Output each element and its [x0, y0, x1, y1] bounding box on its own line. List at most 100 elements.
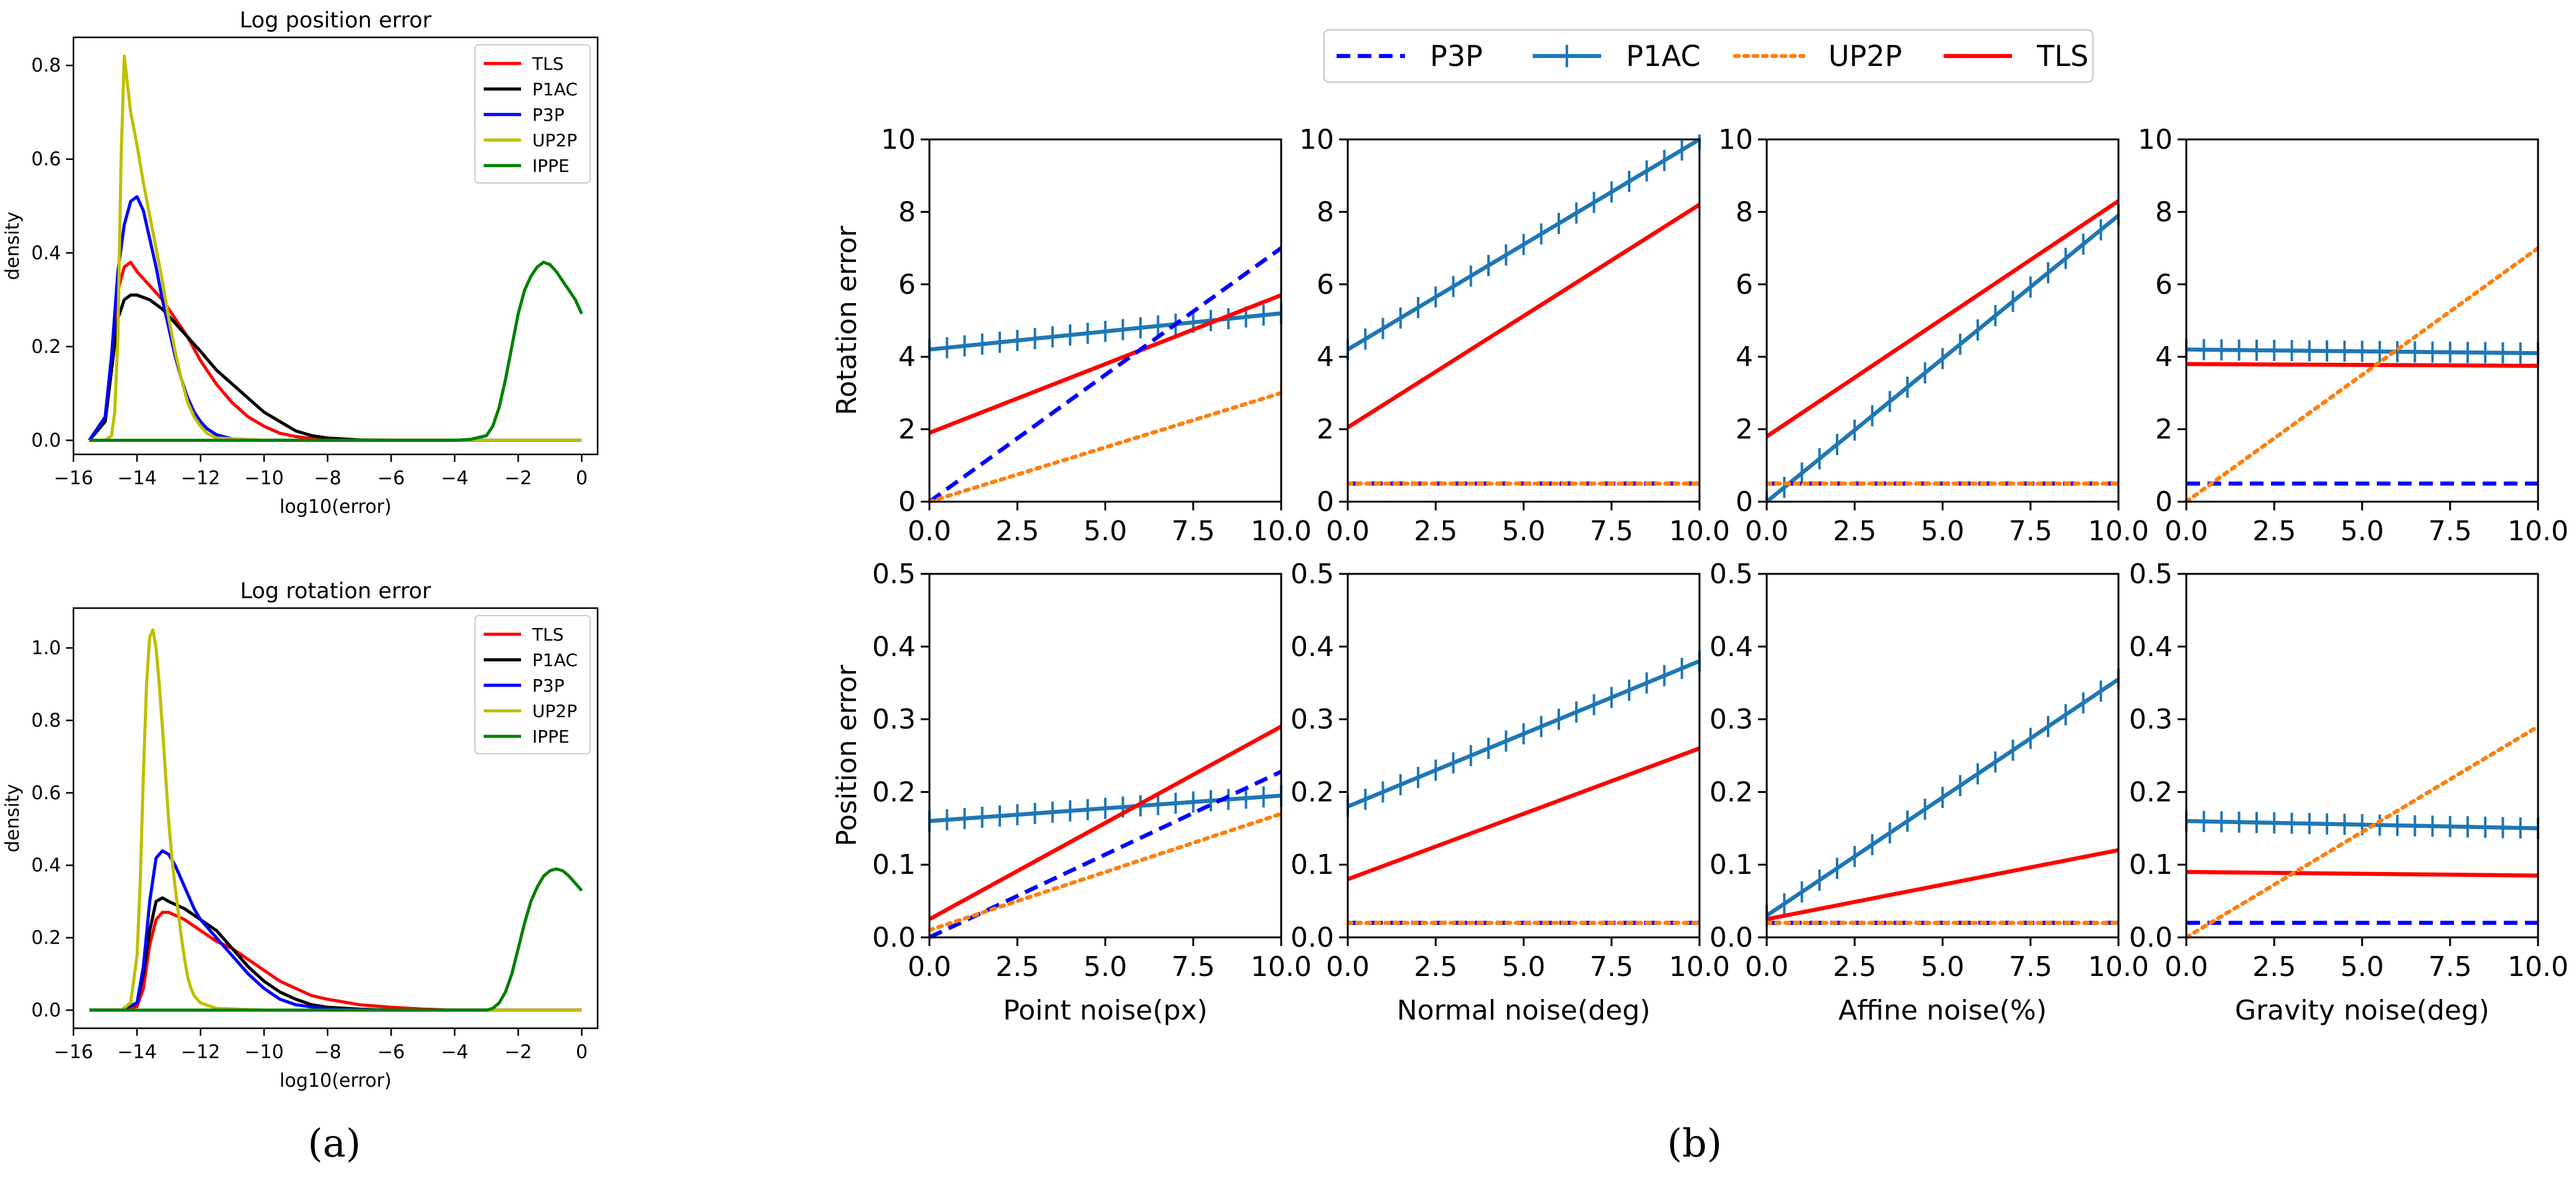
x-tick-label: −4 — [441, 1041, 468, 1063]
series-line-tls — [2186, 870, 2539, 878]
y-tick-label: 0.3 — [872, 704, 916, 736]
y-tick-label: 0.4 — [1290, 631, 1334, 663]
legend-label-up2p: UP2P — [532, 130, 577, 151]
x-tick-label: 2.5 — [1833, 515, 1876, 547]
y-tick-label: 0.0 — [1709, 922, 1753, 954]
x-tick-label: 0.0 — [1745, 515, 1789, 547]
x-tick-label: −2 — [504, 467, 532, 489]
x-tick-label: 5.0 — [2341, 515, 2384, 547]
x-tick-label: −16 — [54, 467, 93, 489]
x-tick-label: −14 — [117, 467, 156, 489]
density-chart-1: −16 −14 −12 −10 −8 −6 −4 −2 0 0.0 0.2 0.4 0.6 0.8 Log … — [2, 8, 599, 518]
x-tick-label: −6 — [377, 467, 405, 489]
y-tick-label: 0.0 — [31, 1000, 61, 1021]
series-line-ippe — [89, 867, 583, 1012]
density-chart-2: −16 −14 −12 −10 −8 −6 −4 −2 0 0.0 0.2 0.4 0.6 0.8 1.0 L… — [2, 579, 599, 1092]
y-tick-label: 0 — [2155, 486, 2173, 518]
y-tick-label: 0.6 — [31, 782, 61, 804]
y-tick-label: 0.2 — [1709, 776, 1753, 808]
series-line-tls — [1347, 746, 1701, 881]
legend-box — [1323, 29, 2094, 83]
y-tick-label: 0.5 — [1709, 558, 1753, 590]
y-tick-label: 0.0 — [2129, 922, 2173, 954]
x-tick-label: 5.0 — [1502, 951, 1546, 983]
y-tick-label: 2 — [2155, 414, 2173, 446]
x-tick-label: 5.0 — [1921, 951, 1965, 983]
y-tick-label: 0 — [898, 486, 916, 518]
y-tick-label: 0.2 — [1290, 776, 1334, 808]
chart-title: Log rotation error — [240, 579, 431, 604]
x-tick-label: 10.0 — [2508, 515, 2569, 547]
x-tick-label: 2.5 — [995, 951, 1039, 983]
legend-box — [474, 44, 591, 184]
x-tick-label: 7.5 — [2428, 951, 2472, 983]
noise-chart-1: 0.0 2.5 5.0 7.5 10.0 0 2 4 6 8 10 Rotation error — [831, 124, 1312, 547]
x-tick-label: 0.0 — [908, 515, 951, 547]
y-tick-label: 10 — [881, 124, 916, 156]
x-tick-label: 7.5 — [1590, 515, 1634, 547]
legend-box — [474, 615, 591, 754]
y-tick-label: 10 — [1718, 124, 1753, 156]
y-tick-label: 0.4 — [1709, 631, 1753, 663]
y-tick-label: 0.4 — [872, 631, 916, 663]
y-axis-label: Rotation error — [831, 225, 863, 415]
x-tick-label: 5.0 — [1084, 515, 1127, 547]
panel-b-label: (b) — [1667, 1120, 1722, 1166]
y-tick-label: 10 — [1299, 124, 1334, 156]
series-line-p3p — [928, 769, 1282, 939]
series-line-up2p — [2185, 246, 2539, 503]
x-axis-label: Point noise(px) — [1003, 995, 1208, 1026]
x-tick-label: 7.5 — [1172, 951, 1215, 983]
x-axis-label: log10(error) — [280, 1070, 392, 1092]
x-tick-label: 5.0 — [1084, 951, 1127, 983]
series-line-tls — [928, 725, 1282, 921]
y-tick-label: 0.5 — [872, 558, 916, 590]
noise-chart-7: 0.0 2.5 5.0 7.5 10.0 0.0 0.1 0.2 0.3 0.4 0.5 Affine… — [1709, 558, 2149, 1026]
y-tick-label: 0.2 — [31, 336, 61, 358]
panel-a-label: (a) — [308, 1120, 360, 1166]
y-tick-label: 0.5 — [1290, 558, 1334, 590]
noise-chart-5: 0.0 2.5 5.0 7.5 10.0 0.0 0.1 0.2 0.3 0.4 0.5 Point … — [831, 558, 1312, 1026]
x-tick-label: 5.0 — [1921, 515, 1965, 547]
x-tick-label: 7.5 — [2009, 515, 2052, 547]
x-tick-label: −8 — [314, 1041, 341, 1063]
x-tick-label: 0.0 — [1745, 951, 1789, 983]
series-line-p3p — [928, 246, 1282, 503]
y-tick-label: 0 — [1317, 486, 1334, 518]
y-tick-label: 0 — [1736, 486, 1753, 518]
x-tick-label: 5.0 — [1502, 515, 1546, 547]
legend-label-p3p: P3P — [532, 675, 565, 696]
x-tick-label: 0.0 — [2165, 951, 2208, 983]
y-tick-label: 0.1 — [1290, 849, 1334, 881]
y-axis-label: density — [2, 784, 24, 853]
y-tick-label: 0.1 — [2129, 849, 2173, 881]
legend-label-tls: TLS — [2036, 39, 2089, 73]
x-tick-label: 2.5 — [2252, 515, 2296, 547]
y-tick-label: 0.2 — [2129, 776, 2173, 808]
x-axis-label: log10(error) — [280, 496, 392, 518]
y-tick-label: 8 — [1736, 196, 1753, 228]
series-line-tls — [1766, 848, 2119, 921]
x-tick-label: −10 — [245, 1041, 284, 1063]
series-line-up2p — [928, 812, 1282, 932]
x-tick-label: 2.5 — [1414, 951, 1457, 983]
y-tick-label: 0.4 — [31, 242, 61, 264]
noise-chart-8: 0.0 2.5 5.0 7.5 10.0 0.0 0.1 0.2 0.3 0.4 0.5 Gravit… — [2129, 558, 2569, 1026]
x-axis-label: Affine noise(%) — [1838, 995, 2047, 1026]
y-tick-label: 10 — [2138, 124, 2173, 156]
y-axis-label: density — [2, 212, 24, 280]
y-tick-label: 0.0 — [1290, 922, 1334, 954]
x-tick-label: −12 — [181, 467, 220, 489]
y-tick-label: 0.3 — [1709, 704, 1753, 736]
legend-label-up2p: UP2P — [1828, 39, 1902, 73]
y-tick-label: 6 — [2155, 269, 2173, 301]
x-tick-label: −6 — [377, 1041, 405, 1063]
y-tick-label: 4 — [898, 341, 916, 373]
y-tick-label: 0.6 — [31, 149, 61, 171]
x-tick-label: 5.0 — [2341, 951, 2384, 983]
x-tick-label: 10.0 — [1251, 951, 1312, 983]
legend-label-p3p: P3P — [532, 105, 565, 125]
y-tick-label: 8 — [2155, 196, 2173, 228]
x-tick-label: 2.5 — [1833, 951, 1876, 983]
